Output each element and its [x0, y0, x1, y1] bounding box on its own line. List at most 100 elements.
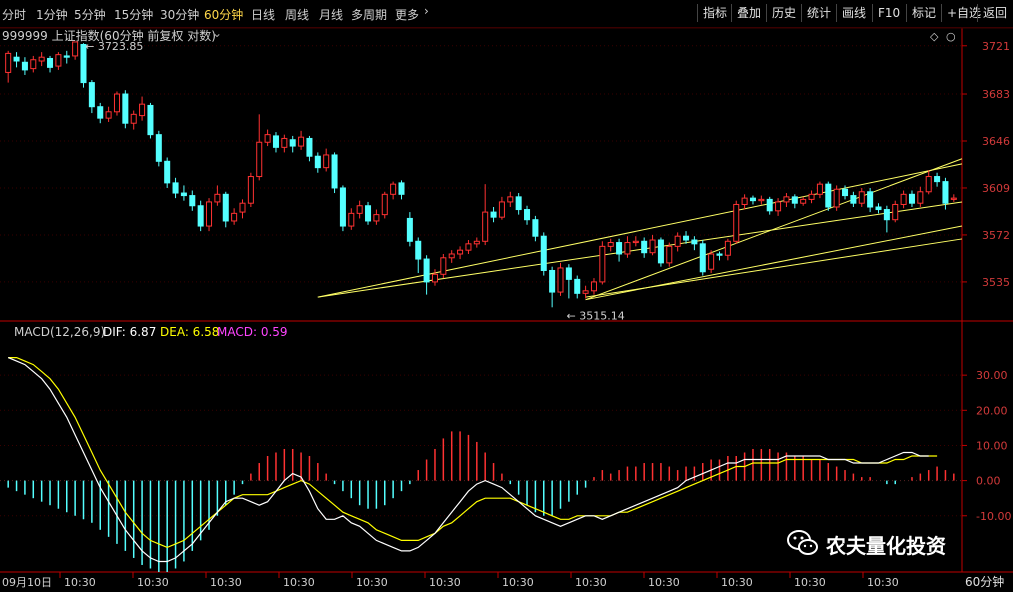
candle-body [783, 196, 790, 203]
candle-body [574, 278, 581, 294]
macd-tick-label: 30.00 [976, 369, 1008, 382]
candle-body [406, 217, 413, 242]
toolbar-button-2[interactable]: 历史 [766, 4, 801, 22]
x-tick-label: 10:30 [210, 576, 242, 589]
candle-body [155, 134, 162, 162]
candle-body [582, 290, 589, 294]
candle-body [314, 155, 321, 169]
candle-body [381, 193, 388, 216]
candle-body [775, 201, 782, 212]
candle-body [281, 137, 288, 148]
candle-body [490, 211, 497, 218]
candle-body [13, 56, 20, 62]
candle-body [147, 104, 154, 136]
period-tab-2[interactable]: 5分钟 [74, 8, 106, 22]
candle-body [674, 235, 681, 247]
candle-body [708, 253, 715, 270]
candle-body [565, 267, 572, 280]
toolbar-button-7[interactable]: +自选 [941, 4, 986, 22]
candle-body [716, 253, 723, 256]
candle-body [850, 195, 857, 204]
price-tick-label: 3609 [982, 182, 1010, 195]
macd-value: MACD: 0.59 [217, 325, 288, 339]
period-tab-6[interactable]: 日线 [251, 8, 276, 22]
period-tab-8[interactable]: 月线 [319, 8, 344, 22]
candle-body [825, 183, 832, 208]
candle-body [934, 176, 941, 183]
candle-body [691, 239, 698, 245]
high-price-annotation: ← 3723.85 [85, 40, 143, 53]
price-tick-label: 3646 [982, 135, 1010, 148]
toolbar-button-6[interactable]: 标记 [906, 4, 941, 22]
candle-body [917, 191, 924, 204]
candle-body [239, 202, 246, 213]
period-tab-0[interactable]: 分时 [2, 8, 27, 22]
candle-body [214, 193, 221, 203]
period-tab-4[interactable]: 30分钟 [160, 8, 200, 22]
macd-dif-value: DIF: 6.87 [103, 325, 157, 339]
candle-body [139, 103, 146, 117]
x-tick-label: 10:30 [794, 576, 826, 589]
more-chevron-icon[interactable]: › [424, 4, 429, 18]
candle-body [423, 258, 430, 283]
period-tab-3[interactable]: 15分钟 [114, 8, 154, 22]
x-tick-label: 10:30 [502, 576, 534, 589]
period-tab-10[interactable]: 更多 [395, 8, 420, 22]
candle-body [498, 201, 505, 218]
x-tick-label: 10:30 [137, 576, 169, 589]
x-axis-period-label: 60分钟 [965, 575, 1005, 589]
candle-body [657, 239, 664, 264]
candle-body [858, 191, 865, 204]
trend-channel-lower [585, 225, 963, 301]
x-tick-label: 10:30 [283, 576, 315, 589]
trend-channel-upper [585, 158, 963, 301]
candle-body [641, 240, 648, 254]
candle-body [749, 197, 756, 202]
candle-body [189, 195, 196, 207]
toolbar-button-0[interactable]: 指标 [697, 4, 732, 22]
candle-body [800, 198, 807, 204]
candle-body [607, 242, 614, 247]
candle-body [63, 55, 70, 58]
toolbar-button-3[interactable]: 统计 [801, 4, 836, 22]
candle-body [373, 214, 380, 222]
candle-body [30, 59, 37, 70]
candle-body [5, 52, 12, 73]
candle-body [473, 240, 480, 245]
panel-settings-chevron-icon[interactable]: ⌄ [212, 26, 223, 40]
price-tick-label: 3535 [982, 276, 1010, 289]
candle-body [758, 198, 765, 202]
macd-dif-line [7, 357, 929, 563]
candle-body [540, 235, 547, 271]
toolbar-button-5[interactable]: F10 [872, 4, 905, 22]
period-tab-7[interactable]: 周线 [285, 8, 310, 22]
macd-tick-label: -10.00 [976, 510, 1011, 523]
candle-body [289, 139, 296, 147]
period-tab-9[interactable]: 多周期 [351, 8, 388, 22]
candle-body [348, 212, 355, 227]
toolbar-button-4[interactable]: 画线 [836, 4, 871, 22]
candle-body [557, 267, 564, 293]
settings-circle-icon: ○ [946, 30, 956, 43]
candle-body [925, 176, 932, 193]
candle-body [440, 257, 447, 275]
toolbar-button-8[interactable]: 返回 [977, 4, 1012, 22]
candle-body [21, 61, 28, 71]
period-tab-5[interactable]: 60分钟 [204, 8, 244, 22]
candle-body [306, 137, 313, 157]
toolbar-button-1[interactable]: 叠加 [731, 4, 766, 22]
candle-body [892, 203, 899, 221]
candle-body [867, 191, 874, 208]
candle-body [272, 135, 279, 148]
candle-body [88, 82, 95, 108]
candle-body [398, 182, 405, 195]
candle-body [733, 203, 740, 242]
x-tick-label: 10:30 [429, 576, 461, 589]
period-tab-1[interactable]: 1分钟 [36, 8, 68, 22]
candle-body [649, 239, 656, 254]
candle-body [791, 196, 798, 204]
candle-body [222, 193, 229, 222]
main-panel-title: 999999 上证指数(60分钟 前复权 对数) [2, 29, 216, 43]
candle-body [875, 206, 882, 211]
